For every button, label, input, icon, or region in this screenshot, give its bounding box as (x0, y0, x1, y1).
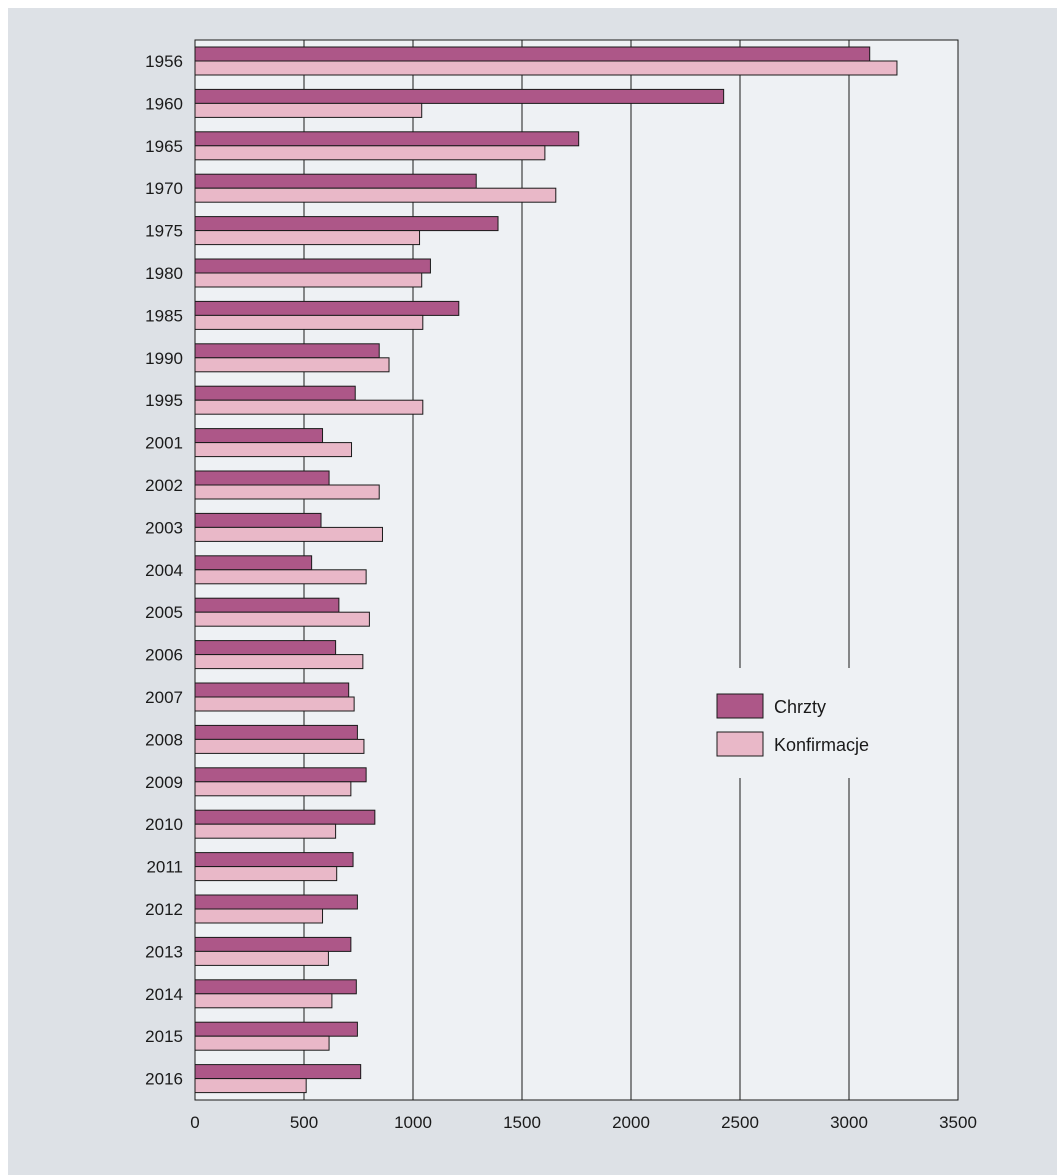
category-label-2007: 2007 (145, 688, 183, 707)
chart-background: 1956 1960 1965 1970 1975 1980 1985 1990 1995 2001… (8, 8, 1057, 1175)
category-label-1965: 1965 (145, 137, 183, 156)
bar-chrzty-2011 (194, 852, 354, 868)
bar-konfirmacje-2006 (194, 654, 364, 670)
bar-konfirmacje-2003 (194, 526, 383, 542)
bar-chart: 1956 1960 1965 1970 1975 1980 1985 1990 1995 2001… (145, 39, 977, 1132)
bar-chrzty-1956 (194, 46, 871, 62)
x-tick-label-3500: 3500 (939, 1113, 977, 1132)
bar-chrzty-1960 (194, 88, 725, 104)
x-tick-label-2500: 2500 (721, 1113, 759, 1132)
bar-chrzty-2002 (194, 470, 330, 486)
bar-konfirmacje-2011 (194, 866, 338, 882)
bar-konfirmacje-1985 (194, 314, 424, 330)
x-tick-label-2000: 2000 (612, 1113, 650, 1132)
legend: Chrzty Konfirmacje (698, 668, 918, 778)
bar-chrzty-1985 (194, 300, 460, 316)
x-tick-label-3000: 3000 (830, 1113, 868, 1132)
bar-konfirmacje-1970 (194, 187, 557, 203)
bar-konfirmacje-2007 (194, 696, 355, 712)
bar-konfirmacje-2016 (194, 1078, 307, 1094)
legend-swatch-chrzty (716, 693, 764, 719)
bar-chrzty-1980 (194, 258, 431, 274)
bar-chrzty-2016 (194, 1064, 362, 1080)
bar-chrzty-2009 (194, 767, 367, 783)
bar-chrzty-2014 (194, 979, 357, 995)
category-label-2008: 2008 (145, 730, 183, 749)
category-label-2016: 2016 (145, 1070, 183, 1089)
legend-swatch-konfirmacje (716, 731, 764, 757)
x-axis-tick-labels: 0 500 1000 1500 2000 2500 3000 3500 (190, 1113, 977, 1132)
bar-chrzty-2001 (194, 428, 324, 444)
category-label-1990: 1990 (145, 349, 183, 368)
x-tick-label-1000: 1000 (394, 1113, 432, 1132)
category-label-2010: 2010 (145, 815, 183, 834)
category-label-1985: 1985 (145, 306, 183, 325)
category-label-1960: 1960 (145, 94, 183, 113)
bar-konfirmacje-2013 (194, 950, 329, 966)
bar-konfirmacje-2002 (194, 484, 380, 500)
category-label-1980: 1980 (145, 264, 183, 283)
category-label-2002: 2002 (145, 476, 183, 495)
bar-konfirmacje-1975 (194, 230, 421, 246)
bar-chrzty-2012 (194, 894, 358, 910)
bar-chrzty-2005 (194, 597, 340, 613)
bar-chrzty-2008 (194, 724, 358, 740)
x-tick-label-500: 500 (290, 1113, 318, 1132)
category-label-2006: 2006 (145, 646, 183, 665)
category-label-2005: 2005 (145, 603, 183, 622)
category-label-2013: 2013 (145, 942, 183, 961)
bar-chrzty-2010 (194, 809, 376, 825)
bar-konfirmacje-1965 (194, 145, 546, 161)
bar-chrzty-1965 (194, 131, 580, 147)
bar-chrzty-2015 (194, 1021, 358, 1037)
bar-konfirmacje-1956 (194, 60, 898, 76)
bar-konfirmacje-2012 (194, 908, 324, 924)
legend-background (698, 668, 918, 778)
category-label-2014: 2014 (145, 985, 183, 1004)
bar-konfirmacje-2008 (194, 738, 365, 754)
category-label-1970: 1970 (145, 179, 183, 198)
category-label-2011: 2011 (146, 858, 183, 877)
category-labels: 1956 1960 1965 1970 1975 1980 1985 1990 1995 2001… (145, 52, 183, 1089)
category-label-2009: 2009 (145, 773, 183, 792)
category-label-2004: 2004 (145, 561, 183, 580)
bar-konfirmacje-2015 (194, 1035, 330, 1051)
bar-chrzty-2013 (194, 936, 352, 952)
category-label-2001: 2001 (145, 434, 183, 453)
x-tick-label-1500: 1500 (503, 1113, 541, 1132)
bar-chrzty-2007 (194, 682, 350, 698)
bar-konfirmacje-2005 (194, 611, 370, 627)
bar-konfirmacje-2004 (194, 569, 367, 585)
bar-konfirmacje-2010 (194, 823, 337, 839)
bar-konfirmacje-1960 (194, 102, 423, 118)
legend-label-chrzty: Chrzty (774, 697, 826, 717)
bar-chrzty-1995 (194, 385, 356, 401)
legend-label-konfirmacje: Konfirmacje (774, 735, 869, 755)
bar-chrzty-2004 (194, 555, 313, 571)
bar-konfirmacje-1990 (194, 357, 390, 373)
bar-konfirmacje-1980 (194, 272, 423, 288)
bar-konfirmacje-2009 (194, 781, 352, 797)
bar-chrzty-2006 (194, 640, 337, 656)
plot-border (194, 39, 959, 1101)
category-label-1956: 1956 (145, 52, 183, 71)
bar-chrzty-1975 (194, 216, 499, 232)
bar-konfirmacje-1995 (194, 399, 424, 415)
category-label-1995: 1995 (145, 391, 183, 410)
bar-chrzty-1990 (194, 343, 380, 359)
bar-konfirmacje-2001 (194, 442, 353, 458)
category-label-1975: 1975 (145, 222, 183, 241)
category-label-2012: 2012 (145, 900, 183, 919)
category-label-2003: 2003 (145, 518, 183, 537)
x-tick-label-0: 0 (190, 1113, 199, 1132)
category-label-2015: 2015 (145, 1027, 183, 1046)
bar-chrzty-2003 (194, 512, 322, 528)
bar-chrzty-1970 (194, 173, 477, 189)
bar-konfirmacje-2014 (194, 993, 333, 1009)
